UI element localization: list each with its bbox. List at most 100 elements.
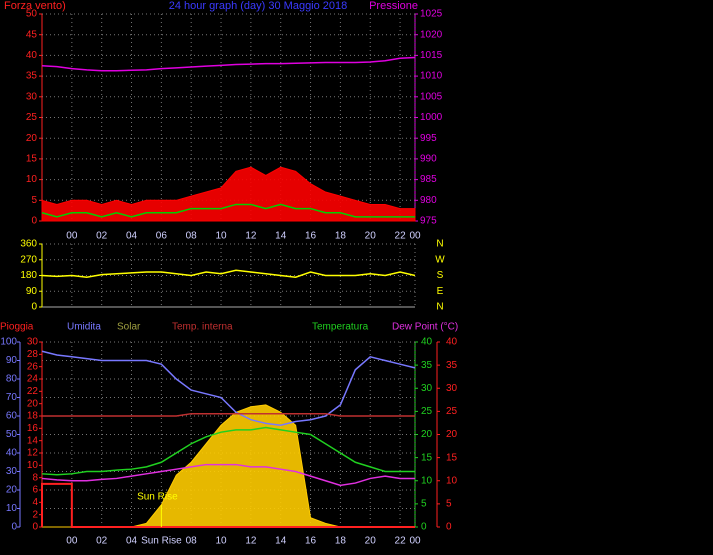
y4-tick-label: 30: [446, 383, 458, 394]
y3-tick-label: 18: [27, 411, 39, 422]
x-tick-label: 04: [126, 536, 138, 547]
y-tick-label: 10: [6, 503, 18, 514]
y2-tick-label: 985: [420, 174, 437, 185]
annotation: Sun Rise: [137, 492, 178, 503]
series-label: Solar: [117, 322, 141, 333]
y3-tick-label: 22: [27, 386, 39, 397]
x-tick-label: 22: [395, 231, 407, 242]
series-label: Dew Point (°C): [392, 322, 458, 333]
line: [41, 269, 416, 279]
y2-tick-label: 30: [421, 383, 433, 394]
series-label: Temp. interna: [172, 322, 233, 333]
y3-tick-label: 20: [27, 398, 39, 409]
compass-label: E: [437, 286, 444, 297]
x-tick-label: 16: [305, 231, 317, 242]
y2-axis-label: Pressione: [369, 0, 418, 12]
y3-tick-label: 28: [27, 349, 39, 360]
compass-label: N: [436, 239, 443, 250]
y-axis-label: Forza vento): [4, 0, 66, 12]
y2-tick-label: 1000: [420, 112, 443, 123]
y3-tick-label: 24: [27, 374, 39, 385]
y-tick-label: 20: [26, 133, 38, 144]
line: [42, 412, 415, 417]
y-tick-label: 50: [6, 429, 18, 440]
y-tick-label: 35: [26, 71, 38, 82]
y-tick-label: 100: [0, 337, 17, 348]
x-tick-label: 00: [66, 536, 78, 547]
series-label: Temperatura: [312, 322, 369, 333]
x-tick-label: 14: [275, 536, 287, 547]
y-tick-label: 80: [6, 374, 18, 385]
y2-tick-label: 1015: [420, 50, 443, 61]
x-tick-label: 18: [335, 231, 347, 242]
line: [41, 56, 416, 72]
area: [41, 166, 416, 222]
y-tick-label: 20: [6, 485, 18, 496]
y2-tick-label: 995: [420, 133, 437, 144]
x-tick-label: 14: [275, 231, 287, 242]
y3-tick-label: 2: [32, 509, 38, 520]
compass-label: N: [436, 302, 443, 313]
y3-tick-label: 30: [27, 337, 39, 348]
x-tick-label: 20: [365, 231, 377, 242]
y-tick-label: 0: [31, 302, 37, 313]
x-tick-label: 12: [245, 536, 257, 547]
y-tick-label: 360: [20, 239, 37, 250]
y2-tick-label: 40: [421, 337, 433, 348]
x-tick-label: 16: [305, 536, 317, 547]
y2-tick-label: 15: [421, 452, 433, 463]
y3-tick-label: 8: [32, 472, 38, 483]
y2-tick-label: 1005: [420, 91, 443, 102]
y2-tick-label: 975: [420, 216, 437, 227]
y2-tick-label: 20: [421, 429, 433, 440]
y-tick-label: 270: [20, 254, 37, 265]
x-tick-label: 18: [335, 536, 347, 547]
y-tick-label: 180: [20, 270, 37, 281]
y4-tick-label: 0: [446, 522, 452, 533]
y3-tick-label: 26: [27, 361, 39, 372]
y4-tick-label: 40: [446, 337, 458, 348]
x-tick-label: 10: [215, 231, 227, 242]
y4-tick-label: 35: [446, 360, 458, 371]
x-tick-label: 02: [96, 231, 108, 242]
y2-tick-label: 5: [421, 499, 427, 510]
y-tick-label: 25: [26, 112, 38, 123]
y-tick-label: 60: [6, 411, 18, 422]
x-tick-label: 10: [215, 536, 227, 547]
y-tick-label: 40: [26, 50, 38, 61]
y2-tick-label: 25: [421, 406, 433, 417]
y-tick-label: 70: [6, 392, 18, 403]
x-tick-label: 00: [409, 536, 421, 547]
x-tick-label: 06: [156, 231, 168, 242]
y2-tick-label: 990: [420, 154, 437, 165]
y-tick-label: 5: [31, 195, 37, 206]
y-tick-label: 45: [26, 29, 38, 40]
line: [41, 203, 415, 218]
y3-tick-label: 12: [27, 448, 39, 459]
y3-tick-label: 6: [32, 485, 38, 496]
y3-tick-label: 14: [27, 435, 39, 446]
y-tick-label: 0: [31, 216, 37, 227]
y4-tick-label: 10: [446, 475, 458, 486]
series-label: Pioggia: [0, 322, 34, 333]
compass-label: W: [435, 254, 445, 265]
x-tick-label: 00: [66, 231, 78, 242]
y-tick-label: 90: [6, 355, 18, 366]
line: [41, 463, 415, 487]
y-tick-label: 90: [26, 286, 38, 297]
y4-tick-label: 20: [446, 429, 458, 440]
y-tick-label: 30: [26, 91, 38, 102]
line: [41, 350, 416, 427]
x-tick-label: 20: [365, 536, 377, 547]
y2-tick-label: 1010: [420, 71, 443, 82]
x-tick-label: Sun Rise: [141, 536, 182, 547]
y3-tick-label: 4: [32, 497, 38, 508]
compass-label: S: [437, 270, 444, 281]
y2-tick-label: 35: [421, 360, 433, 371]
series-label: Umidita: [67, 322, 101, 333]
y-tick-label: 40: [6, 448, 18, 459]
x-tick-label: 02: [96, 536, 108, 547]
x-tick-label: 04: [126, 231, 138, 242]
y3-tick-label: 0: [32, 522, 38, 533]
